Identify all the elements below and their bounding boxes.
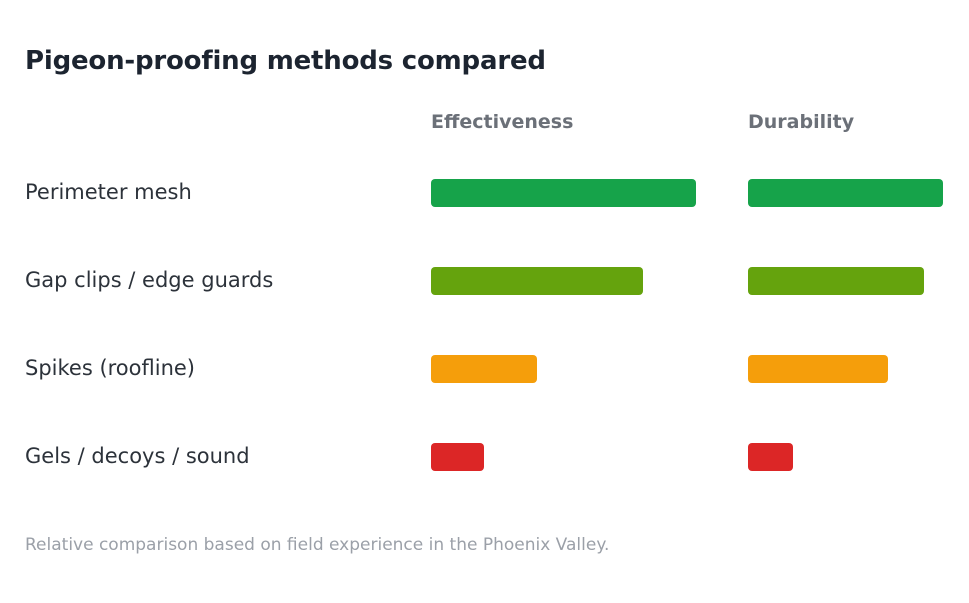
row-label: Perimeter mesh bbox=[25, 180, 192, 204]
bar-effectiveness bbox=[431, 443, 484, 471]
row-label: Spikes (roofline) bbox=[25, 356, 195, 380]
bar-durability bbox=[748, 355, 888, 383]
bar-durability bbox=[748, 443, 793, 471]
row-label: Gap clips / edge guards bbox=[25, 268, 274, 292]
row-label: Gels / decoys / sound bbox=[25, 444, 250, 468]
bar-effectiveness bbox=[431, 355, 537, 383]
column-header-effectiveness: Effectiveness bbox=[431, 111, 574, 133]
footnote: Relative comparison based on field exper… bbox=[25, 535, 610, 555]
column-header-durability: Durability bbox=[748, 111, 855, 133]
bar-effectiveness bbox=[431, 267, 643, 295]
bar-durability bbox=[748, 267, 924, 295]
bar-durability bbox=[748, 179, 943, 207]
bar-effectiveness bbox=[431, 179, 696, 207]
chart-title: Pigeon-proofing methods compared bbox=[25, 46, 546, 76]
